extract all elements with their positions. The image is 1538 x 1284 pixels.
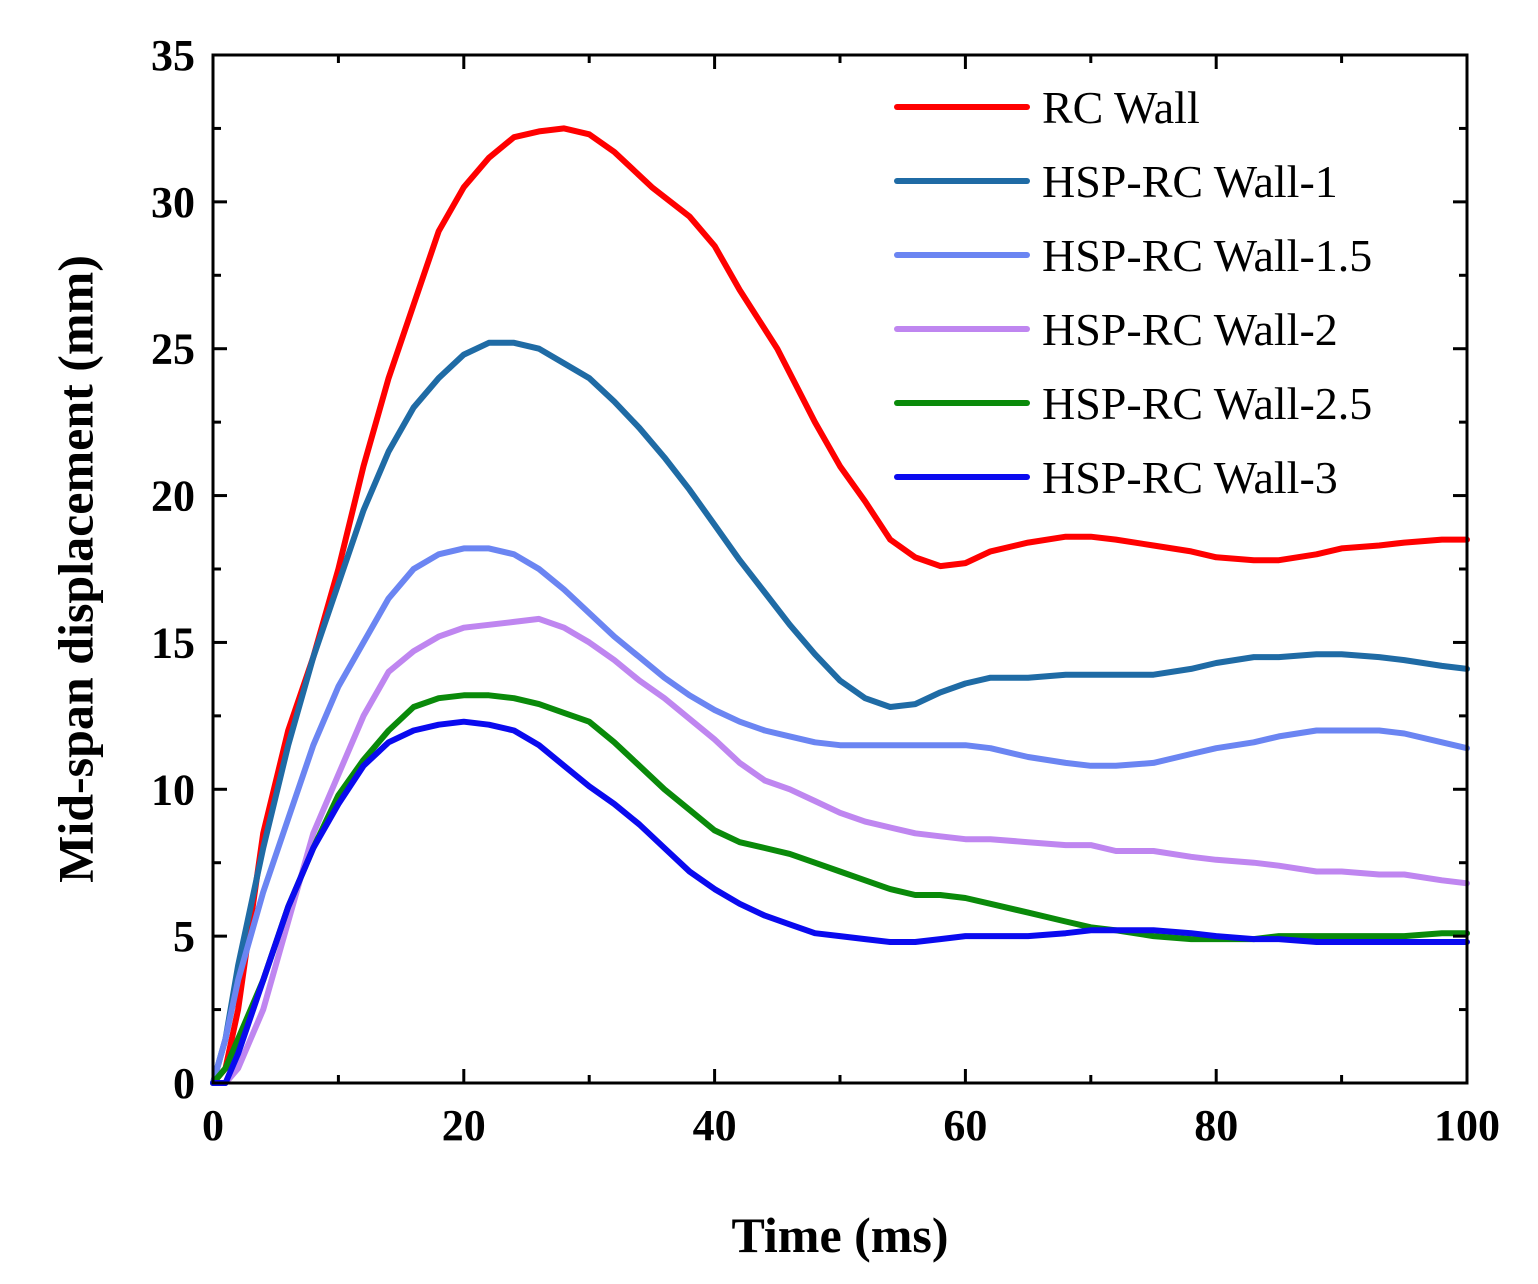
y-tick-label: 15 — [151, 618, 195, 667]
x-axis-title: Time (ms) — [731, 1207, 948, 1263]
y-tick-label: 5 — [173, 912, 195, 961]
legend-label: HSP-RC Wall-3 — [1042, 452, 1338, 503]
y-tick-label: 30 — [151, 178, 195, 227]
x-tick-label: 60 — [943, 1101, 987, 1150]
legend-label: RC Wall — [1042, 82, 1200, 133]
series-line-6 — [210, 718, 1470, 1086]
axes-frame — [211, 53, 1469, 1085]
y-tick-label: 20 — [151, 472, 195, 521]
series-line-5 — [210, 692, 1470, 1086]
y-tick-label: 25 — [151, 325, 195, 374]
series-line-2 — [210, 339, 1470, 1086]
y-tick-label: 10 — [151, 765, 195, 814]
x-tick-label: 100 — [1434, 1101, 1500, 1150]
x-tick-label: 0 — [202, 1101, 224, 1150]
series-line-4 — [210, 615, 1470, 1086]
y-tick-label: 0 — [173, 1059, 195, 1108]
legend-label: HSP-RC Wall-2 — [1042, 304, 1338, 355]
y-axis-title: Mid-span displacement (mm) — [48, 255, 104, 883]
legend: RC Wall HSP-RC Wall-1 HSP-RC Wall-1.5 HSP-R… — [894, 82, 1372, 503]
x-tick-label: 80 — [1194, 1101, 1238, 1150]
ticks-layer: 0 20 40 60 80 100 0 5 10 15 20 25 30 35 — [151, 31, 1500, 1150]
x-tick-label: 40 — [693, 1101, 737, 1150]
x-tick-label: 20 — [442, 1101, 486, 1150]
legend-label: HSP-RC Wall-1 — [1042, 156, 1338, 207]
series-layer — [210, 125, 1470, 1086]
series-line-3 — [210, 545, 1470, 1086]
series-line-1 — [210, 125, 1470, 1086]
y-tick-label: 35 — [151, 31, 195, 80]
legend-label: HSP-RC Wall-2.5 — [1042, 378, 1372, 429]
legend-label: HSP-RC Wall-1.5 — [1042, 230, 1372, 281]
